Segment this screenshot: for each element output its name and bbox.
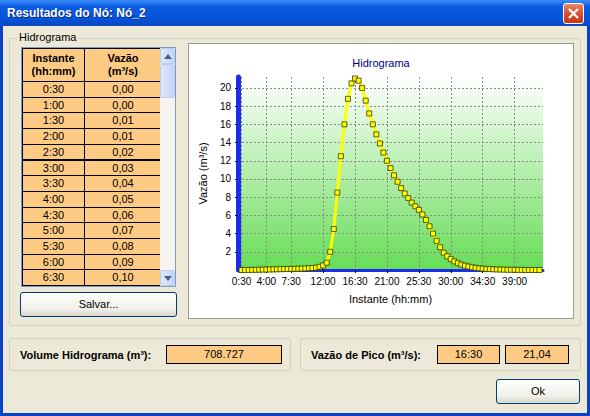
svg-text:34:30: 34:30 [470, 276, 495, 287]
html-text:6:00: 6:00 [42, 255, 65, 268]
html-text:Ok: Ok [531, 385, 545, 397]
svg-text:Vazão (m³/s): Vazão (m³/s) [197, 142, 209, 204]
svg-text:18: 18 [220, 101, 232, 112]
html-text:708.727: 708.727 [204, 348, 244, 360]
svg-text:16:30: 16:30 [343, 276, 368, 287]
svg-text:7:30: 7:30 [281, 276, 301, 287]
svg-text:20: 20 [220, 82, 232, 93]
html-text:0,03: 0,03 [112, 161, 134, 174]
html-text:0:30: 0:30 [42, 83, 65, 95]
svg-text:39:00: 39:00 [502, 276, 527, 287]
svg-text:4:00: 4:00 [257, 276, 277, 287]
html-text:Hidrograma: Hidrograma [19, 31, 77, 43]
html-text:Salvar...: Salvar... [78, 298, 119, 310]
html-text:0,02: 0,02 [112, 145, 134, 158]
svg-text:14: 14 [220, 137, 232, 148]
html-text:0,07: 0,07 [112, 224, 134, 237]
svg-text:30:00: 30:00 [438, 276, 463, 287]
html-text:2:30: 2:30 [42, 145, 65, 158]
svg-text:Instante (hh:mm): Instante (hh:mm) [349, 293, 432, 305]
html-text:(hh:mm): (hh:mm) [31, 65, 76, 77]
html-text:3:00: 3:00 [42, 161, 65, 174]
html-text:0,04: 0,04 [112, 177, 134, 190]
html-text:0,10: 0,10 [112, 271, 134, 284]
svg-text:12:00: 12:00 [311, 276, 336, 287]
svg-text:25:30: 25:30 [406, 276, 431, 287]
svg-text:0:30: 0:30 [232, 276, 252, 287]
html-text:2:00: 2:00 [42, 130, 65, 143]
html-text:6:30: 6:30 [42, 271, 65, 284]
html-text:(m³/s): (m³/s) [108, 65, 138, 77]
html-text:Volume Hidrograma (m³):: Volume Hidrograma (m³): [20, 349, 152, 361]
svg-text:21:00: 21:00 [374, 276, 399, 287]
html-text:0,08: 0,08 [112, 240, 134, 252]
html-text:0,09: 0,09 [112, 255, 134, 268]
svg-text:6: 6 [225, 210, 231, 221]
svg-text:16: 16 [220, 119, 232, 130]
html-text:0,05: 0,05 [112, 192, 134, 205]
html-text:1:00: 1:00 [42, 98, 65, 111]
html-text:Vazão de Pico (m³/s):: Vazão de Pico (m³/s): [311, 349, 421, 361]
html-text:0,06: 0,06 [112, 208, 134, 221]
svg-text:4: 4 [225, 228, 231, 239]
html-text:5:30: 5:30 [42, 240, 65, 252]
html-text:Instante: Instante [32, 52, 75, 64]
svg-text:12: 12 [220, 155, 232, 166]
html-text:1:30: 1:30 [42, 114, 65, 127]
svg-text:Hidrograma: Hidrograma [352, 57, 410, 69]
svg-text:8: 8 [225, 192, 231, 203]
html-text:4:30: 4:30 [42, 208, 65, 221]
html-text:3:30: 3:30 [42, 177, 65, 190]
html-text:0,01: 0,01 [112, 130, 134, 143]
html-text:16:30: 16:30 [454, 348, 483, 360]
html-text:0,01: 0,01 [112, 114, 134, 127]
svg-text:2: 2 [225, 246, 231, 257]
html-text:Vazão: Vazão [107, 52, 139, 64]
html-text:5:00: 5:00 [42, 224, 65, 237]
html-text:0,00: 0,00 [112, 83, 134, 95]
html-text:21,04: 21,04 [523, 348, 551, 360]
html-text:0,00: 0,00 [112, 98, 134, 111]
svg-text:10: 10 [220, 173, 232, 184]
html-text:4:00: 4:00 [42, 192, 65, 205]
html-text:Resultados do Nó: Nó_2: Resultados do Nó: Nó_2 [7, 6, 146, 20]
